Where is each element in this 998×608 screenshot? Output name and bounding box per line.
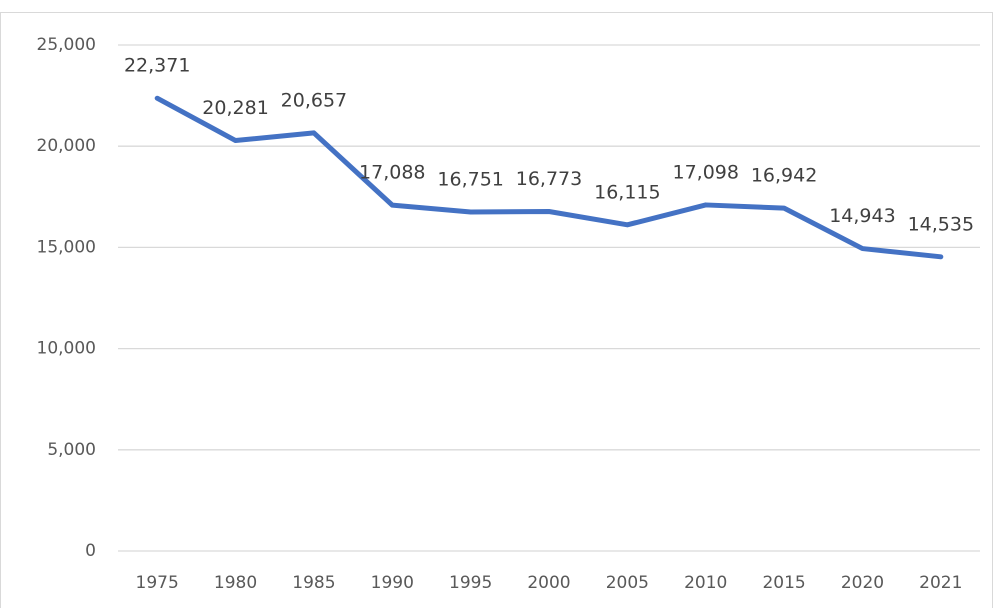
data-label: 20,281 (202, 97, 268, 119)
y-tick-label: 15,000 (37, 237, 96, 257)
data-label: 16,773 (516, 168, 582, 190)
x-tick-label: 1995 (449, 573, 492, 593)
x-tick-label: 2015 (762, 573, 805, 593)
x-tick-label: 2005 (606, 573, 649, 593)
chart-frame (0, 12, 993, 608)
data-label: 22,371 (124, 55, 190, 77)
y-tick-label: 10,000 (37, 339, 96, 359)
data-label: 14,535 (908, 213, 974, 235)
y-tick-label: 0 (85, 541, 96, 561)
data-label: 16,942 (751, 165, 817, 187)
data-line (154, 95, 944, 260)
x-tick-label: 1990 (371, 573, 414, 593)
x-tick-label: 2010 (684, 573, 727, 593)
x-tick-label: 2020 (841, 573, 884, 593)
x-tick-label: 2000 (527, 573, 570, 593)
data-label: 20,657 (281, 89, 347, 111)
data-label: 17,088 (359, 162, 425, 184)
x-tick-label: 1985 (292, 573, 335, 593)
x-tick-label: 1980 (214, 573, 257, 593)
y-tick-label: 25,000 (37, 35, 96, 55)
x-tick-label: 1975 (136, 573, 179, 593)
y-tick-label: 5,000 (47, 440, 96, 460)
data-label: 16,751 (437, 168, 503, 190)
data-label: 17,098 (672, 161, 738, 183)
y-tick-label: 20,000 (37, 136, 96, 156)
data-label: 14,943 (829, 205, 895, 227)
data-label: 16,115 (594, 181, 660, 203)
x-tick-label: 2021 (919, 573, 962, 593)
